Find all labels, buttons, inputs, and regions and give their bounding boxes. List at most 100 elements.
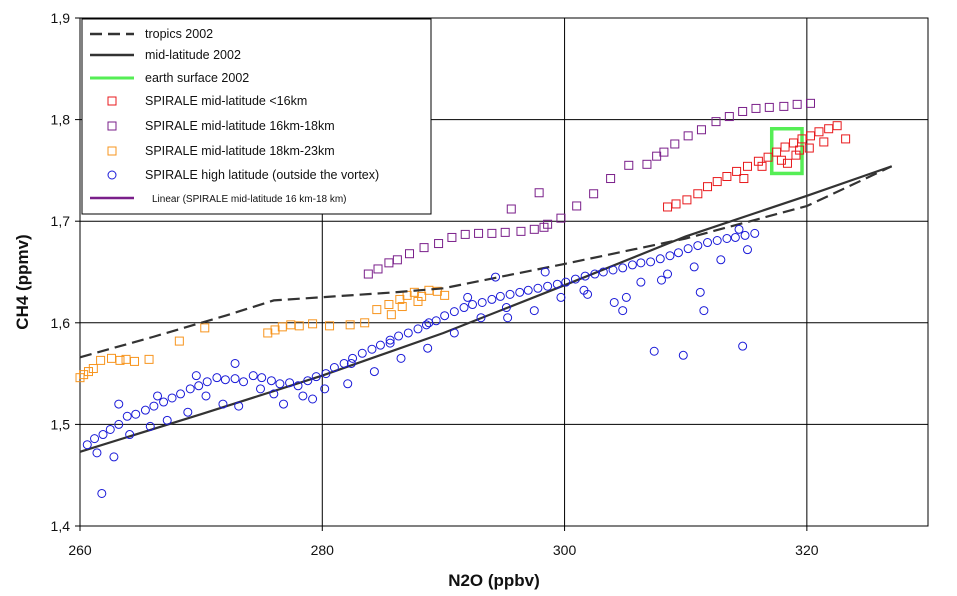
series-5 bbox=[75, 285, 450, 383]
legend-symbol-4 bbox=[107, 121, 117, 131]
data-point bbox=[424, 318, 434, 328]
data-point bbox=[795, 145, 805, 155]
data-point bbox=[792, 99, 802, 109]
data-point bbox=[201, 391, 211, 401]
legend-symbol-6 bbox=[107, 170, 117, 180]
data-point bbox=[516, 226, 526, 236]
data-point bbox=[167, 393, 177, 403]
data-point bbox=[130, 356, 140, 366]
data-point bbox=[459, 303, 469, 313]
data-point bbox=[105, 424, 115, 434]
data-point bbox=[579, 285, 589, 295]
axes: 260 280 300 320 1,4 1,5 1,6 1,7 1,8 1,9 bbox=[51, 10, 819, 558]
data-point bbox=[703, 238, 713, 248]
data-point bbox=[248, 371, 258, 381]
data-point bbox=[474, 228, 484, 238]
data-point bbox=[590, 269, 600, 279]
data-point bbox=[740, 230, 750, 240]
series-4 bbox=[363, 98, 815, 279]
data-point bbox=[738, 106, 748, 116]
data-point bbox=[533, 283, 543, 293]
data-point bbox=[678, 350, 688, 360]
data-point bbox=[298, 391, 308, 401]
data-point bbox=[683, 244, 693, 254]
data-point bbox=[476, 313, 486, 323]
y-tick-label: 1,5 bbox=[51, 416, 71, 432]
data-point bbox=[293, 381, 303, 391]
data-point bbox=[529, 306, 539, 316]
data-point bbox=[570, 274, 580, 284]
data-point bbox=[413, 296, 423, 306]
data-point bbox=[367, 344, 377, 354]
data-point bbox=[82, 440, 92, 450]
data-point bbox=[712, 236, 722, 246]
data-point bbox=[403, 328, 413, 338]
data-point bbox=[97, 488, 107, 498]
data-point bbox=[580, 271, 590, 281]
data-point bbox=[423, 343, 433, 353]
data-point bbox=[162, 415, 172, 425]
data-point bbox=[96, 355, 106, 365]
data-point bbox=[655, 254, 665, 264]
y-tick-label: 1,7 bbox=[51, 213, 71, 229]
data-point bbox=[711, 117, 721, 127]
data-point bbox=[703, 182, 713, 192]
data-point bbox=[125, 430, 135, 440]
data-point bbox=[665, 251, 675, 261]
data-point bbox=[144, 354, 154, 364]
data-point bbox=[782, 158, 792, 168]
data-point bbox=[263, 328, 273, 338]
data-point bbox=[239, 377, 249, 387]
data-point bbox=[212, 373, 222, 383]
data-point bbox=[357, 348, 367, 358]
data-point bbox=[505, 289, 515, 299]
data-point bbox=[294, 321, 304, 331]
y-axis-title: CH4 (ppmv) bbox=[13, 234, 32, 329]
data-point bbox=[109, 452, 119, 462]
x-tick-label: 320 bbox=[795, 542, 819, 558]
data-point bbox=[449, 328, 459, 338]
data-point bbox=[649, 346, 659, 356]
data-point bbox=[363, 269, 373, 279]
data-point bbox=[360, 318, 370, 328]
data-point bbox=[257, 373, 267, 383]
data-point bbox=[477, 297, 487, 307]
data-point bbox=[487, 228, 497, 238]
x-tick-label: 260 bbox=[68, 542, 92, 558]
x-tick-label: 280 bbox=[311, 542, 335, 558]
data-point bbox=[392, 255, 402, 265]
data-point bbox=[772, 147, 782, 157]
data-point bbox=[764, 102, 774, 112]
data-point bbox=[396, 353, 406, 363]
legend-label: SPIRALE high latitude (outside the vorte… bbox=[145, 168, 379, 182]
legend-marker bbox=[107, 96, 117, 106]
data-point bbox=[234, 401, 244, 411]
data-point bbox=[269, 389, 279, 399]
y-tick-label: 1,4 bbox=[51, 518, 71, 534]
data-point bbox=[732, 166, 742, 176]
legend: tropics 2002 mid-latitude 2002 earth surfa… bbox=[81, 18, 432, 215]
data-point bbox=[339, 358, 349, 368]
data-point bbox=[671, 199, 681, 209]
data-point bbox=[460, 229, 470, 239]
data-point bbox=[373, 264, 383, 274]
data-point bbox=[487, 294, 497, 304]
data-point bbox=[386, 310, 396, 320]
data-point bbox=[682, 195, 692, 205]
y-tick-label: 1,6 bbox=[51, 315, 71, 331]
data-point bbox=[311, 372, 321, 382]
data-point bbox=[539, 222, 549, 232]
y-tick-label: 1,9 bbox=[51, 10, 71, 26]
legend-box bbox=[81, 18, 432, 215]
data-point bbox=[183, 407, 193, 417]
data-point bbox=[742, 245, 752, 255]
series-6 bbox=[82, 224, 760, 498]
series-2 bbox=[769, 126, 804, 176]
data-point bbox=[572, 201, 582, 211]
data-point bbox=[159, 397, 169, 407]
data-point bbox=[434, 239, 444, 249]
data-point bbox=[369, 367, 379, 377]
data-point bbox=[419, 243, 429, 253]
data-point bbox=[421, 320, 431, 330]
